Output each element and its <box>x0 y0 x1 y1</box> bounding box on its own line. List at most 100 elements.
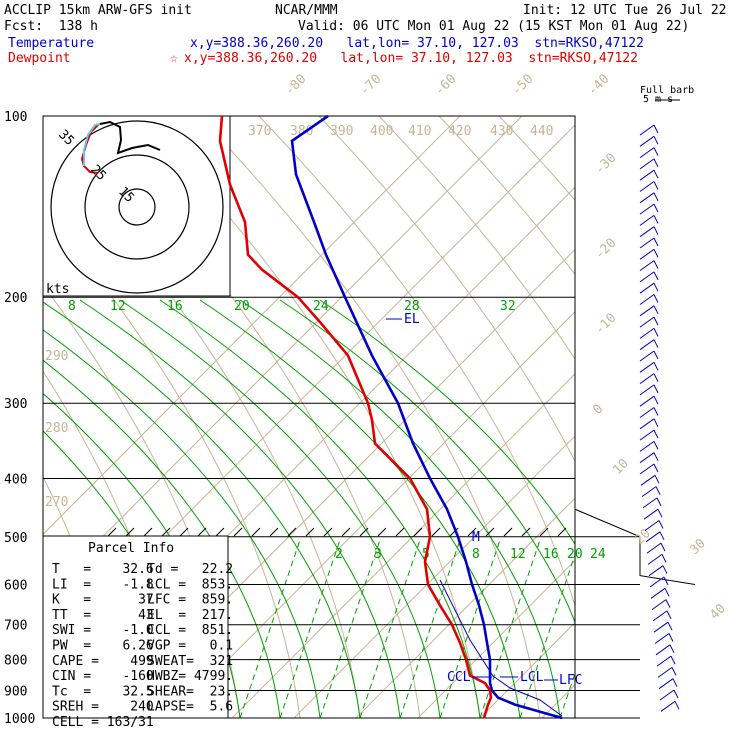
wind-barb <box>639 271 655 283</box>
wind-barb-flag <box>653 237 659 247</box>
hatch-mark <box>485 527 495 537</box>
wind-barb <box>647 553 663 565</box>
hatch-mark <box>449 527 459 537</box>
isotherm-line <box>231 373 575 718</box>
hatch-mark <box>125 527 135 537</box>
wind-barb <box>639 316 655 328</box>
theta-label: 280 <box>45 421 68 436</box>
pressure-tick-label: 1000 <box>4 712 35 727</box>
wind-barb <box>639 429 655 441</box>
hatch-mark <box>233 527 243 537</box>
wind-barb-flag <box>666 610 672 620</box>
hatch-mark <box>377 527 387 537</box>
hatch-mark <box>269 527 279 537</box>
parcel-info-row-left: CIN = -160 <box>52 669 154 684</box>
wind-barb <box>639 192 655 204</box>
wind-barb <box>655 644 671 656</box>
hodograph-units-label: kts <box>46 282 69 297</box>
wind-barb-flag <box>653 282 659 292</box>
moist-adiabat-line <box>119 299 441 718</box>
hatch-mark <box>503 527 513 537</box>
isotherm-label: 0 <box>590 402 606 418</box>
mixing-ratio-label: 20 <box>567 547 583 562</box>
wind-barb <box>646 542 662 554</box>
wind-barbs <box>639 124 680 712</box>
wind-barb <box>639 327 655 339</box>
pressure-tick-label: 400 <box>4 472 27 487</box>
isotherm-line <box>169 310 575 718</box>
wind-barb-flag <box>654 475 660 484</box>
moist-adiabat-line <box>279 299 575 624</box>
hatch-mark <box>431 527 441 537</box>
wind-barb-flag <box>653 124 659 134</box>
moist-adiabat-line <box>43 359 281 718</box>
wind-barb-flag <box>653 169 659 179</box>
wind-barb <box>639 226 655 238</box>
hatch-mark <box>467 527 477 537</box>
pressure-tick-label: 300 <box>4 397 27 412</box>
parcel-info-row-right: LFC = 859. <box>147 593 233 608</box>
pressure-tick-label: 700 <box>4 619 27 634</box>
mixing-ratio-line <box>279 539 341 718</box>
parcel-info-row-right: HWBZ= 4799. <box>147 669 233 684</box>
wind-barb-flag <box>653 271 659 281</box>
mixing-ratio-label: 24 <box>313 299 329 314</box>
wind-barb-flag <box>668 633 674 642</box>
hatch-mark <box>413 527 423 537</box>
wind-barb-flag <box>672 678 678 687</box>
wind-barb <box>639 214 655 226</box>
wind-barb <box>650 587 666 599</box>
lcl-annotation: LCL <box>520 670 544 685</box>
wind-barb-flag <box>673 689 679 699</box>
wind-barb <box>651 599 667 611</box>
wind-barb <box>645 531 661 543</box>
wind-barb <box>639 260 655 272</box>
wind-barb-flag <box>653 441 659 450</box>
wind-barb-flag <box>653 147 659 156</box>
lfc-annotation: LFC <box>559 673 582 688</box>
wind-barb-flag <box>658 520 664 529</box>
parcel-info-row-left: T = 32.6 <box>52 562 154 577</box>
wind-barb-flag <box>653 418 659 428</box>
hatch-mark <box>305 527 315 537</box>
wind-barb-flag <box>653 328 659 337</box>
isotherm-line <box>293 435 575 718</box>
hodograph-ring-inner <box>118 188 156 226</box>
parcel-info-row-left: CELL = 163/31 <box>52 715 154 730</box>
wind-barb <box>639 282 655 294</box>
hatch-mark <box>557 527 567 537</box>
el-annotation: EL <box>404 312 420 327</box>
mixing-ratio-label: 24 <box>590 547 606 562</box>
moist-adiabat-line <box>199 299 521 718</box>
mixing-ratio-line <box>239 539 301 718</box>
dewpoint-profile-line <box>218 115 493 719</box>
wind-barb <box>639 418 655 430</box>
temperature-legend-label: Temperature <box>8 36 95 51</box>
parcel-info-row-left: SREH = 240 <box>52 700 154 715</box>
wind-barb-flag <box>653 181 659 190</box>
mixing-ratio-line <box>519 553 575 718</box>
dry-adiabat-line <box>258 116 575 608</box>
wind-barb-flag <box>653 305 659 315</box>
mixing-ratio-label: 8 <box>68 299 76 314</box>
wind-barb-flag <box>653 395 659 405</box>
mixing-ratio-line <box>319 539 381 718</box>
header-line1-left: ACCLIP 15km ARW-GFS init <box>4 3 192 18</box>
parcel-info-row-left: Tc = 32.5 <box>52 684 154 699</box>
wind-barb <box>639 124 655 136</box>
wind-barb <box>639 452 655 464</box>
moist-adiabat-line <box>43 329 321 718</box>
wind-barb <box>639 350 655 362</box>
isotherm-label: -30 <box>592 151 619 178</box>
pressure-tick-label: 200 <box>4 291 27 306</box>
pressure-tick-label: 800 <box>4 654 27 669</box>
mixing-ratio-line <box>439 539 501 718</box>
isotherm-line <box>666 116 740 718</box>
wind-barb <box>644 520 660 531</box>
wind-barb <box>639 203 655 215</box>
hatch-mark <box>287 527 297 537</box>
mixing-ratio-label: 20 <box>234 299 250 314</box>
wind-barb <box>639 181 655 192</box>
wind-barb <box>641 486 657 498</box>
